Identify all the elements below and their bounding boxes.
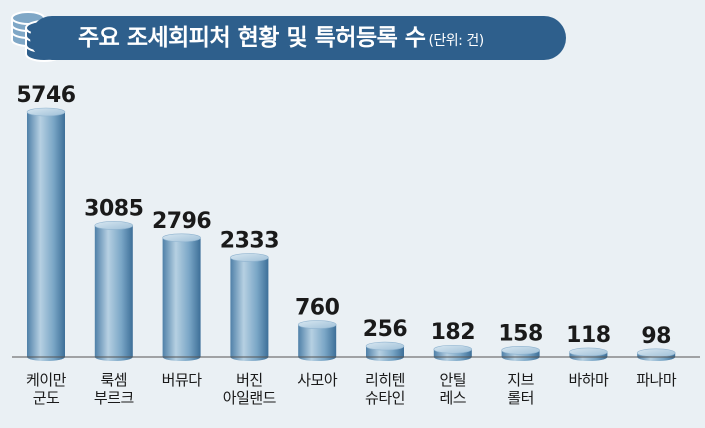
tick-label: 케이만 군도 [26,371,66,407]
data-label: 5746 [16,83,75,108]
bar [230,253,269,361]
bar-cap [297,320,337,329]
bar-cap [365,341,405,351]
data-label: 256 [363,317,408,342]
chart-title: 주요 조세회피처 현황 및 특허등록 수 [78,25,426,51]
data-label: 760 [295,296,340,321]
bar [433,344,473,361]
bar-cap [636,348,676,358]
data-label: 118 [566,323,610,348]
bar [26,107,66,361]
data-label: 158 [498,321,542,346]
bar-cap [26,107,66,117]
title-banner: 주요 조세회피처 현황 및 특허등록 수 (단위: 건) [8,8,566,68]
tick-label: 바하마 [568,371,609,389]
chart-unit: (단위: 건) [428,33,484,49]
tick-label: 지브 롤터 [507,371,534,407]
page-title: 주요 조세회피처 현황 및 특허등록 수 (단위: 건) [78,19,484,57]
bar [365,341,405,361]
data-label: 182 [431,320,475,345]
bar-cap [569,347,608,357]
bar [636,348,676,361]
tick-label: 리히텐 슈타인 [365,371,405,407]
bar-body [230,257,269,361]
bar-body [298,324,337,361]
bar [162,233,201,361]
bar-cap [433,344,473,354]
bar-body [27,112,65,361]
tick-label: 버뮤다 [161,371,202,389]
bar [501,345,540,361]
data-label: 2333 [220,229,279,254]
tick-label: 룩셈 부르크 [93,371,134,407]
bar-body [94,225,133,361]
title-pill [30,16,566,60]
bar [297,320,337,361]
bar-cap [162,233,201,243]
bar-cap [230,253,269,262]
data-label: 2796 [152,209,211,234]
bar [94,221,134,361]
bar-cap [94,221,134,230]
bar-body [162,237,201,361]
bar [569,347,608,361]
tick-label: 안틸 레스 [439,371,467,407]
data-label: 3085 [84,196,143,221]
tick-label: 파나마 [636,371,677,389]
bar-cap [501,345,540,355]
data-label: 98 [641,324,671,349]
tick-label: 버진 아일랜드 [222,371,277,407]
tick-label: 사모아 [297,371,338,389]
